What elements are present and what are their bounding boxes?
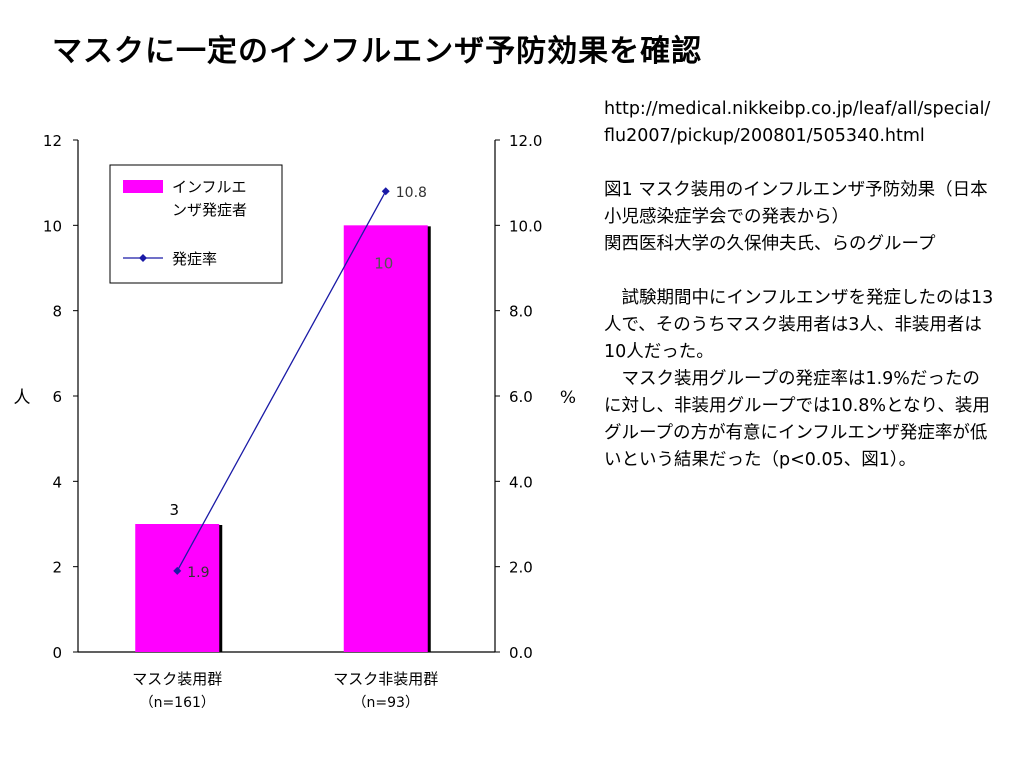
right-tick-label: 2.0 [509, 559, 533, 577]
category-sample-size: （n=93） [353, 695, 419, 711]
result-paragraph-2: マスク装用グループの発症率は1.9%だったのに対し、非装用グループでは10.8%… [604, 369, 990, 470]
left-axis-label: 人 [14, 388, 31, 408]
right-tick-label: 10.0 [509, 217, 542, 235]
bar-value-label: 10 [374, 254, 393, 272]
right-tick-label: 0.0 [509, 644, 533, 662]
left-tick-label: 4 [52, 473, 62, 491]
right-tick-label: 12.0 [509, 132, 542, 150]
rate-value-label: 1.9 [187, 565, 209, 581]
left-tick-label: 2 [52, 559, 62, 577]
right-axis-label: % [560, 388, 576, 408]
right-tick-label: 6.0 [509, 388, 533, 406]
rate-marker [173, 566, 182, 575]
bar-value-label: 3 [169, 501, 179, 519]
legend-bar-swatch [123, 180, 163, 193]
left-tick-label: 12 [43, 132, 62, 150]
research-group: 関西医科大学の久保伸夫氏、らのグループ [604, 234, 936, 254]
rate-line [176, 190, 387, 572]
legend-line-label: 発症率 [172, 250, 217, 268]
category-label: マスク非装用群 [333, 670, 438, 688]
left-tick-label: 10 [43, 217, 62, 235]
right-tick-label: 4.0 [509, 473, 533, 491]
slide-title: マスクに一定のインフルエンザ予防効果を確認 [52, 34, 703, 69]
bar [135, 524, 220, 652]
right-tick-label: 8.0 [509, 303, 533, 321]
category-sample-size: （n=161） [140, 695, 215, 711]
figure-caption: 図1 マスク装用のインフルエンザ予防効果（日本小児感染症学会での発表から） [604, 180, 988, 227]
rate-value-label: 10.8 [396, 185, 427, 201]
legend-line-marker [139, 254, 147, 262]
left-tick-label: 8 [52, 303, 62, 321]
chart: 0 2 4 6 8 10 12 0.0 2.0 4.0 6.0 8.0 10.0 12.0 人 % 3 10 マスク… [14, 132, 577, 711]
result-paragraph-1: 試験期間中にインフルエンザを発症したのは13人で、そのうちマスク装用者は3人、非… [604, 288, 994, 362]
left-tick-label: 0 [52, 644, 62, 662]
source-url: http://medical.nikkeibp.co.jp/leaf/all/s… [604, 99, 991, 146]
category-label: マスク装用群 [132, 670, 222, 688]
rate-marker [381, 187, 390, 196]
legend-bar-label-line1: インフルエ [172, 178, 247, 196]
left-tick-label: 6 [52, 388, 62, 406]
bar [343, 225, 428, 653]
legend-bar-label-line2: ンザ発症者 [172, 201, 247, 219]
side-panel: http://medical.nikkeibp.co.jp/leaf/all/s… [604, 96, 994, 474]
